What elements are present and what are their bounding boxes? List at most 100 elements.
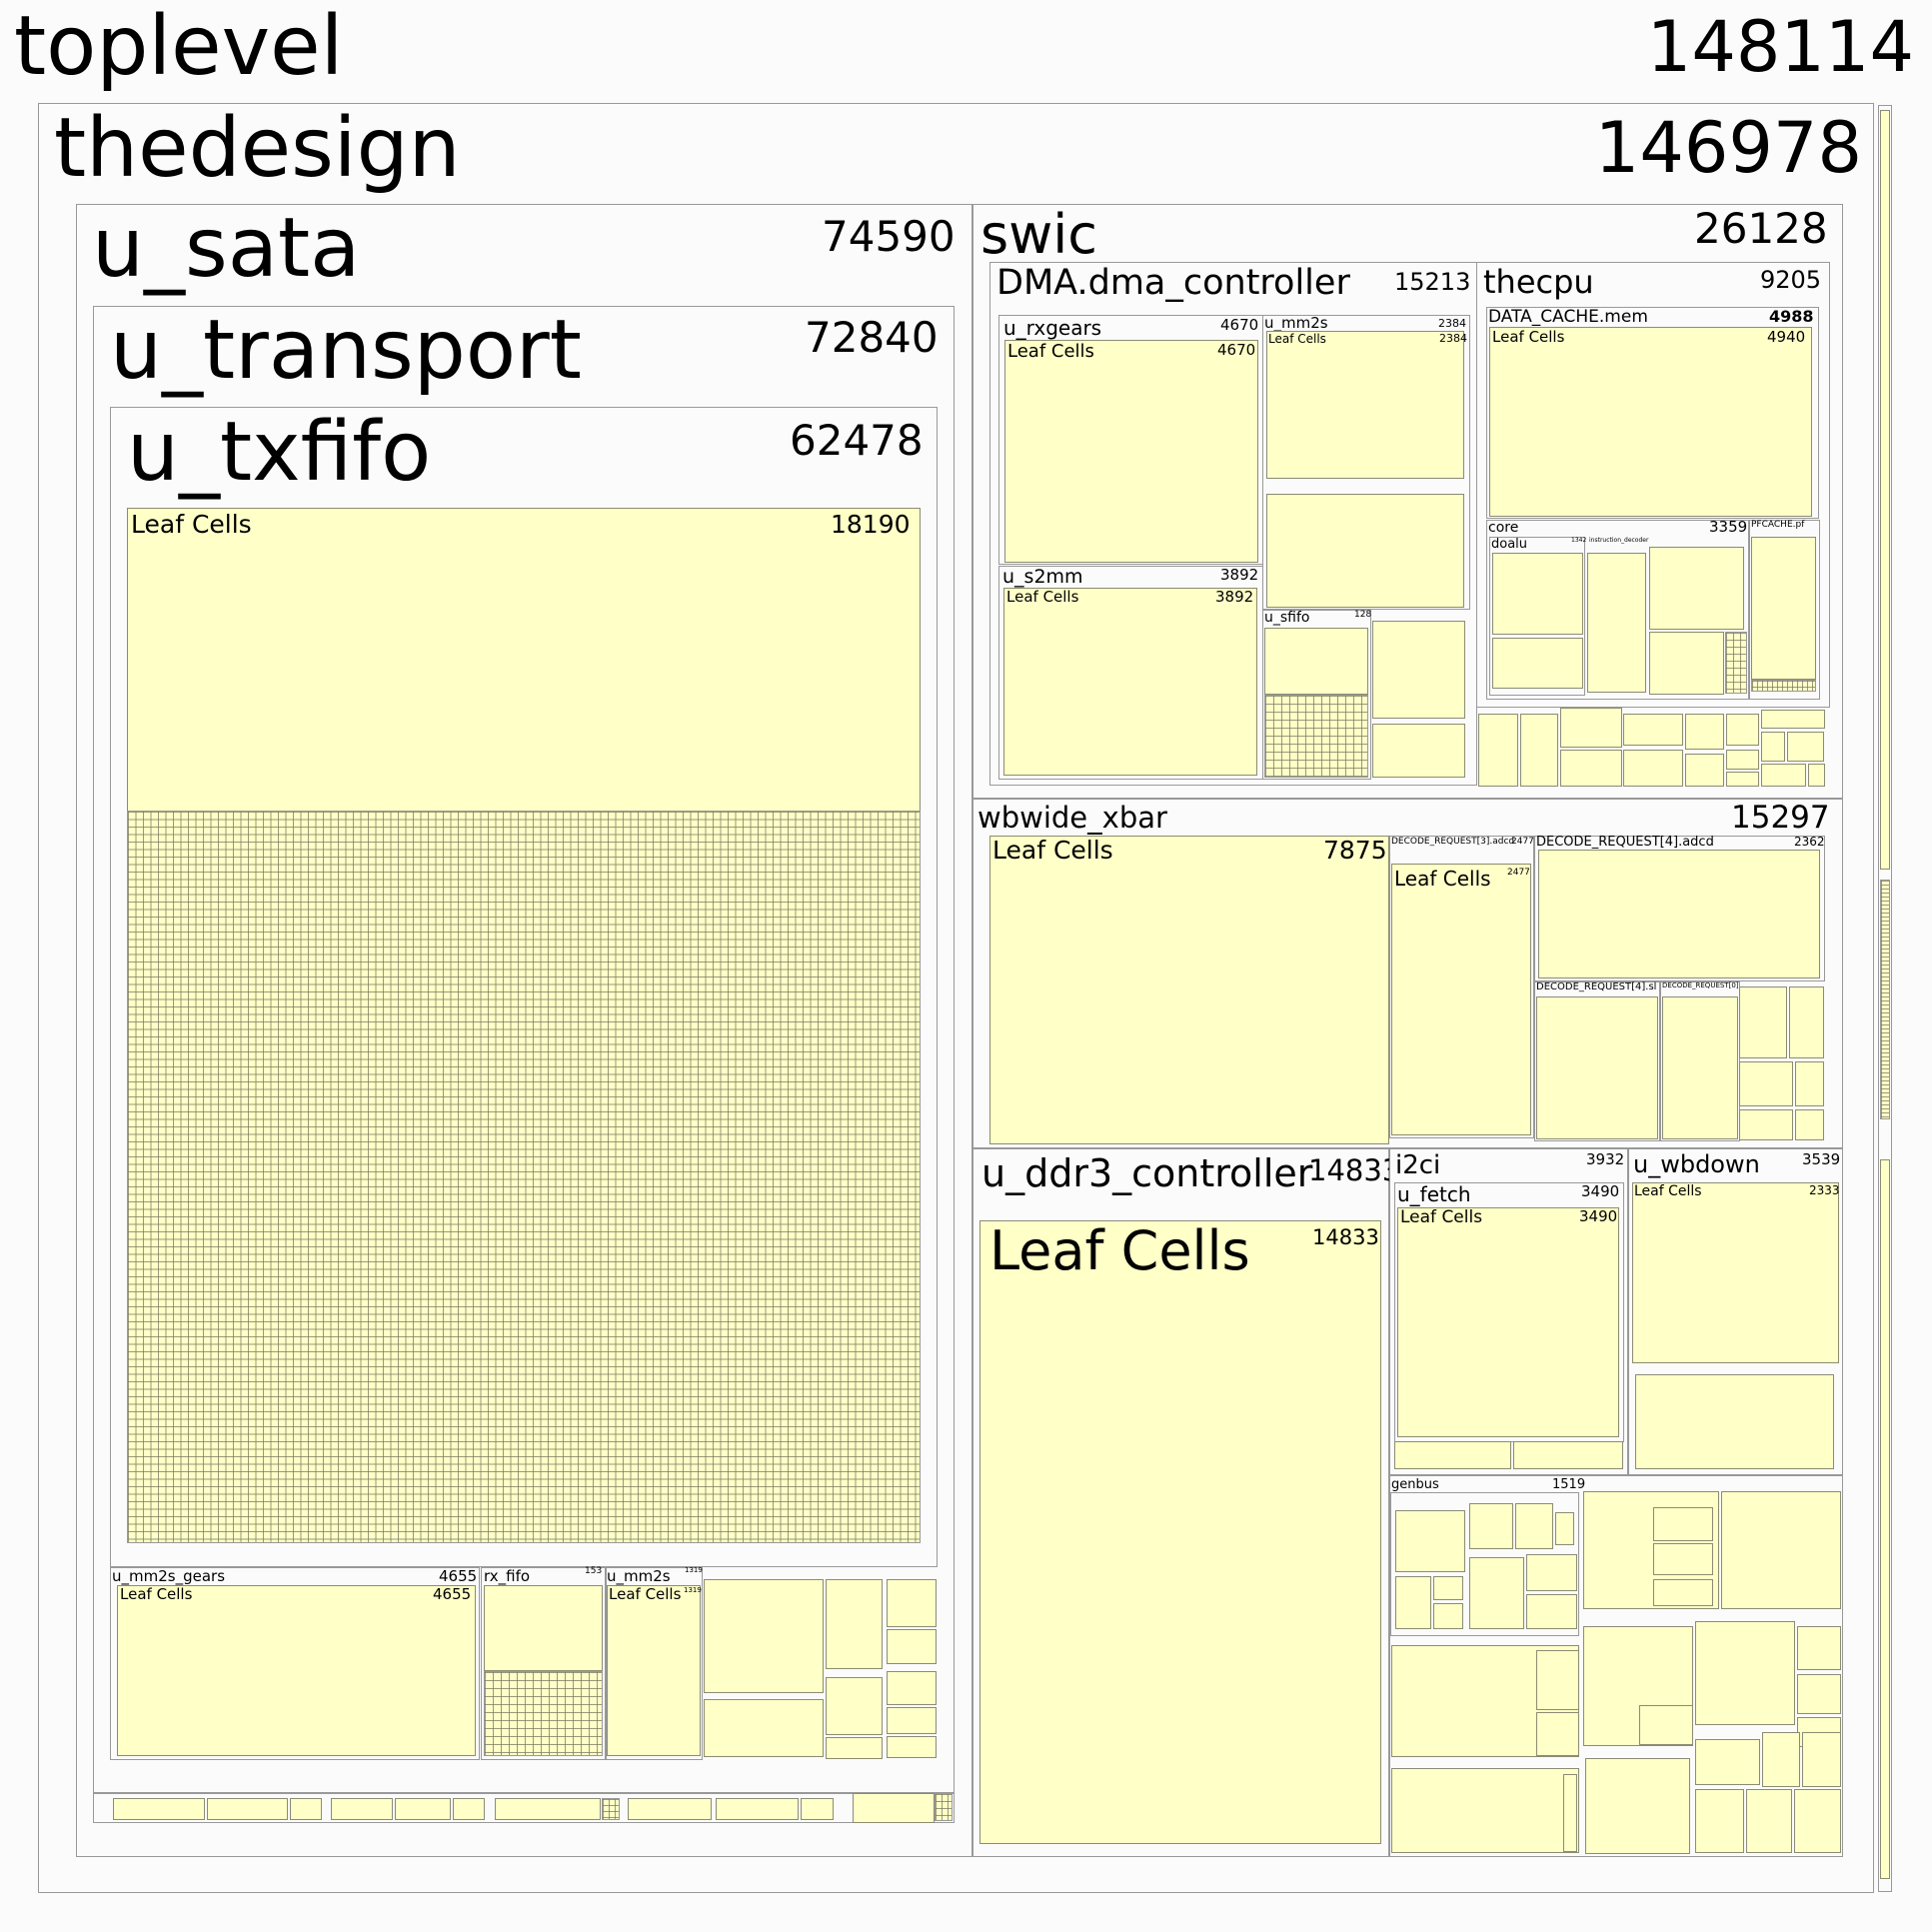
genbus-cell-2[interactable] [1395,1576,1431,1629]
data_cache-leaf[interactable] [1489,327,1812,517]
genbus-cell-9[interactable] [1526,1554,1577,1591]
br-cell-12[interactable] [1797,1626,1841,1670]
xbar-cell-4[interactable] [1795,1061,1824,1106]
sata-strip-11[interactable] [801,1798,834,1820]
br-cell-11[interactable] [1695,1621,1795,1725]
u_rxgears-leaf[interactable] [1004,340,1258,563]
genbus-cell-3[interactable] [1433,1576,1463,1600]
u_s2mm-leaf[interactable] [1003,588,1257,776]
u_wbdown-leaf[interactable] [1632,1182,1839,1363]
swic-cell-12[interactable] [1761,710,1825,729]
sata-strip-1[interactable] [113,1798,205,1820]
br-cell-20[interactable] [1802,1732,1841,1787]
transport-leaf-a[interactable] [704,1579,824,1693]
sata-strip-5[interactable] [395,1798,451,1820]
sata-u_mm2s-leaf[interactable] [607,1585,701,1756]
br-cell-21[interactable] [1695,1789,1744,1853]
sata-strip-12[interactable] [853,1793,935,1823]
br-cell-9[interactable] [1583,1626,1693,1746]
u_ddr3_controller-leaf[interactable] [979,1220,1381,1844]
swic-cell-14[interactable] [1787,732,1824,762]
br-cell-22[interactable] [1746,1789,1792,1853]
transport-leaf-f[interactable] [887,1579,937,1627]
transport-leaf-c[interactable] [826,1579,883,1669]
sata-strip-6[interactable] [453,1798,485,1820]
u_wbdown-leaf-2[interactable] [1635,1374,1834,1469]
u_txfifo-leaf-cells[interactable] [127,508,921,812]
sata-strip-3[interactable] [290,1798,322,1820]
sata-strip-13[interactable] [935,1793,953,1821]
sata-strip-10[interactable] [716,1798,799,1820]
genbus-cell-4[interactable] [1433,1603,1463,1629]
i2ci-leaf-b[interactable] [1513,1441,1623,1469]
swic-cell-6[interactable] [1623,750,1683,787]
xbar-cell-2[interactable] [1789,986,1824,1058]
sata-strip-2[interactable] [207,1798,288,1820]
genbus-cell-6[interactable] [1515,1503,1553,1549]
swic-cell-13[interactable] [1761,732,1785,762]
doalu-leaf[interactable] [1492,553,1583,635]
swic-cell-7[interactable] [1685,714,1724,750]
br-cell-3[interactable] [1653,1543,1713,1575]
sata-strip-8[interactable] [602,1798,620,1820]
dma-u_mm2s-leaf-2[interactable] [1266,494,1464,608]
transport-leaf-d[interactable] [826,1677,883,1735]
u_txfifo-submodules[interactable] [127,811,921,1543]
transport-leaf-j[interactable] [887,1736,937,1758]
decode3-leaf[interactable] [1391,864,1531,1135]
swic-cell-5[interactable] [1623,714,1683,746]
dma-leaf-x[interactable] [1372,621,1465,719]
br-cell-17[interactable] [1585,1758,1690,1854]
swic-cell-8[interactable] [1685,754,1724,787]
decode4-leaf[interactable] [1538,850,1820,978]
br-cell-16[interactable] [1563,1774,1577,1852]
i2ci-leaf-a[interactable] [1394,1441,1511,1469]
swic-cell-16[interactable] [1808,764,1825,787]
br-cell-5[interactable] [1721,1491,1841,1609]
sata-strip-7[interactable] [495,1798,601,1820]
br-cell-7[interactable] [1536,1650,1579,1710]
swic-cell-10[interactable] [1726,750,1759,770]
swic-cell-9[interactable] [1726,714,1759,746]
swic-cell-3[interactable] [1560,708,1622,748]
transport-leaf-h[interactable] [887,1671,937,1705]
br-cell-2[interactable] [1653,1507,1713,1541]
br-cell-4[interactable] [1653,1579,1713,1606]
genbus-cell-1[interactable] [1395,1510,1465,1572]
br-cell-13[interactable] [1797,1674,1841,1714]
xbar-cell-1[interactable] [1739,986,1787,1058]
pfcache-leaf[interactable] [1751,537,1816,680]
transport-leaf-g[interactable] [887,1629,937,1664]
u_fetch-leaf[interactable] [1397,1207,1619,1437]
swic-cell-11[interactable] [1726,772,1759,787]
dma-u_mm2s-leaf[interactable] [1266,331,1464,479]
transport-leaf-i[interactable] [887,1707,937,1734]
sata-strip-4[interactable] [331,1798,393,1820]
sata-strip-9[interactable] [628,1798,712,1820]
br-cell-23[interactable] [1794,1789,1841,1853]
genbus-cell-10[interactable] [1526,1594,1577,1629]
br-cell-15[interactable] [1391,1768,1579,1853]
xbar-cell-3[interactable] [1739,1061,1793,1106]
br-cell-19[interactable] [1762,1732,1800,1787]
genbus-cell-7[interactable] [1555,1512,1574,1545]
xbar-cell-6[interactable] [1795,1109,1824,1140]
pfcache-cells[interactable] [1751,680,1816,692]
br-cell-10[interactable] [1639,1705,1693,1745]
core-cells[interactable] [1725,632,1747,694]
u_mm2s_gears-leaf[interactable] [117,1585,476,1756]
swic-cell-15[interactable] [1761,764,1806,787]
transport-leaf-e[interactable] [826,1737,883,1759]
swic-cell-1[interactable] [1478,714,1518,787]
decode-small-leaf[interactable] [1662,996,1738,1139]
wbwide_xbar-leaf[interactable] [989,836,1389,1144]
core-leaf-c[interactable] [1649,632,1724,695]
core-leaf-a[interactable] [1587,553,1646,693]
br-cell-8[interactable] [1536,1712,1579,1756]
core-leaf-b[interactable] [1649,547,1744,630]
swic-cell-4[interactable] [1560,750,1622,787]
genbus-cell-5[interactable] [1469,1503,1513,1549]
doalu-leaf-2[interactable] [1492,638,1583,689]
genbus-cell-8[interactable] [1469,1557,1524,1629]
xbar-cell-5[interactable] [1739,1109,1793,1140]
